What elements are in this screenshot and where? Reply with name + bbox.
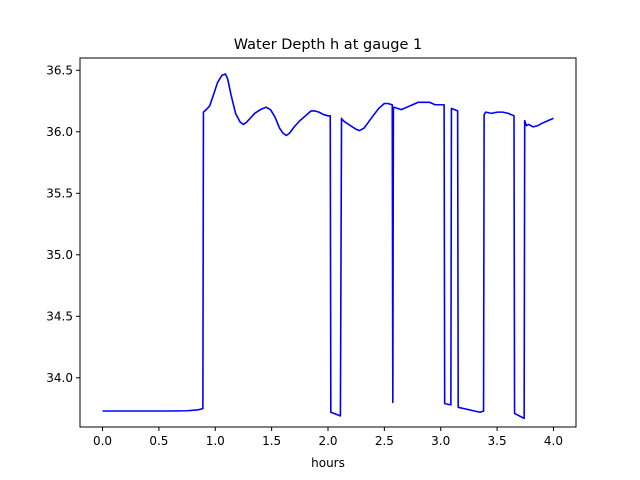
x-axis-label: hours	[311, 456, 345, 470]
x-tick-label: 2.0	[318, 434, 337, 448]
y-tick-label: 34.0	[46, 371, 73, 385]
y-tick-label: 35.5	[46, 186, 73, 200]
x-tick-label: 2.5	[375, 434, 394, 448]
x-tick-label: 1.5	[262, 434, 281, 448]
y-tick-label: 34.5	[46, 309, 73, 323]
y-axis: 34.0 34.5 35.0 35.5 36.0 36.5	[46, 63, 80, 385]
chart-title: Water Depth h at gauge 1	[234, 37, 422, 53]
x-tick-label: 3.5	[488, 434, 507, 448]
x-tick-label: 1.0	[206, 434, 225, 448]
series-line-0	[102, 73, 554, 420]
x-tick-label: 4.0	[544, 434, 563, 448]
series-layer	[102, 73, 554, 420]
x-axis: 0.0 0.5 1.0 1.5 2.0 2.5 3.0 3.5 4.0	[93, 427, 563, 448]
y-tick-label: 36.5	[46, 63, 73, 77]
y-tick-label: 36.0	[46, 125, 73, 139]
x-tick-label: 0.0	[93, 434, 112, 448]
x-tick-label: 0.5	[149, 434, 168, 448]
y-tick-label: 35.0	[46, 248, 73, 262]
x-tick-label: 3.0	[431, 434, 450, 448]
